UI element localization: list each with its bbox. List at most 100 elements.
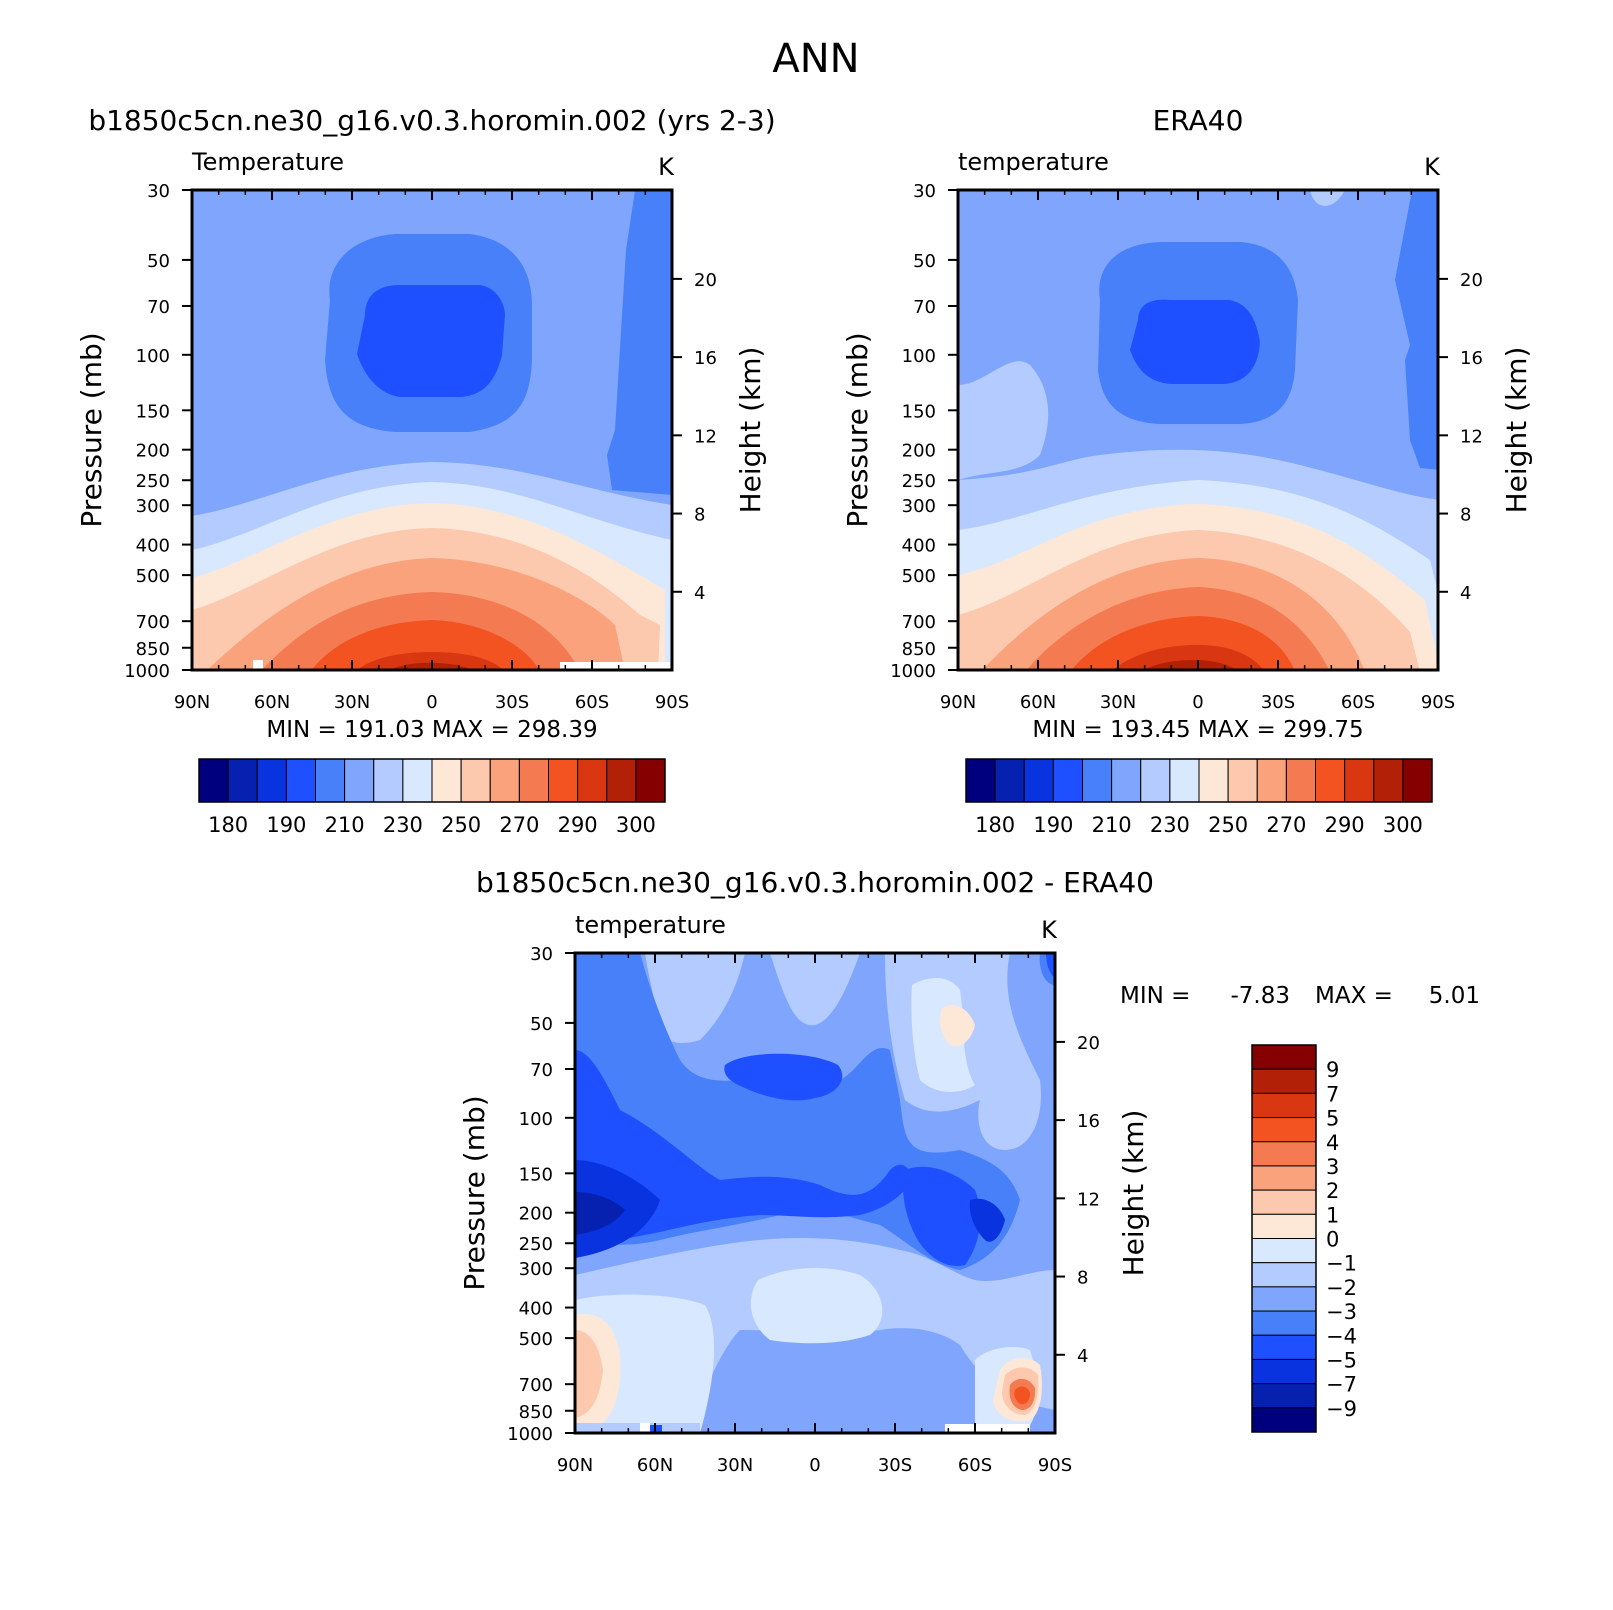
contour-band xyxy=(357,285,505,397)
colorbar-swatch xyxy=(227,758,258,803)
panel-model-subtitle: Temperature xyxy=(191,148,344,176)
contour-band xyxy=(645,953,745,1043)
colorbar-swatch xyxy=(1023,758,1054,803)
y-tick-label: 1000 xyxy=(890,661,936,682)
y-tick-label: 70 xyxy=(913,297,936,318)
colorbar-swatch xyxy=(1169,758,1200,803)
colorbar-label: 4 xyxy=(1326,1131,1339,1155)
colorbar-label: 0 xyxy=(1326,1228,1339,1252)
contour-band xyxy=(1014,1386,1030,1405)
colorbar-label: 290 xyxy=(1325,813,1365,837)
missing-data xyxy=(640,1423,650,1433)
colorbar-label: 210 xyxy=(1092,813,1132,837)
colorbar-swatch xyxy=(431,758,462,803)
colorbar-swatch xyxy=(1344,758,1375,803)
colorbar-swatch xyxy=(1251,1189,1317,1215)
x-tick-label: 30N xyxy=(334,692,370,713)
colorbar-swatch xyxy=(1402,758,1433,803)
contour-band xyxy=(1143,660,1237,670)
colorbar-label: 290 xyxy=(558,813,598,837)
panel-diff-min-value: -7.83 xyxy=(1230,983,1290,1009)
panel-obs: ERA40 temperature K 30507010015020025030… xyxy=(841,104,1533,837)
colorbar-label: 300 xyxy=(616,813,656,837)
y-tick-label: 30 xyxy=(913,181,936,202)
panel-model-units: K xyxy=(658,153,675,181)
colorbar-label: 190 xyxy=(1033,813,1073,837)
x-tick-label: 60S xyxy=(1341,692,1375,713)
colorbar-label: 7 xyxy=(1326,1082,1339,1106)
colorbar-label: 230 xyxy=(1150,813,1190,837)
x-tick-label: 60N xyxy=(637,1455,673,1476)
colorbar-label: 2 xyxy=(1326,1179,1339,1203)
x-tick-label: 90S xyxy=(1421,692,1455,713)
colorbar-frame xyxy=(965,758,1433,803)
colorbar-label: −1 xyxy=(1326,1252,1357,1276)
colorbar-swatch xyxy=(460,758,491,803)
x-tick-label: 60N xyxy=(1020,692,1056,713)
colorbar-label: 270 xyxy=(499,813,539,837)
contour-band xyxy=(1112,645,1264,670)
panel-model-ylabel: Pressure (mb) xyxy=(75,332,108,527)
x-tick-label: 30S xyxy=(1261,692,1295,713)
y2-tick-label: 4 xyxy=(1077,1346,1088,1367)
colorbar-label: −3 xyxy=(1326,1300,1357,1324)
contour-band xyxy=(969,1198,1005,1242)
colorbar-swatch xyxy=(994,758,1025,803)
colorbar-label: 230 xyxy=(383,813,423,837)
colorbar-swatch xyxy=(1140,758,1171,803)
colorbar-swatch xyxy=(1111,758,1142,803)
colorbar-swatch xyxy=(1251,1165,1317,1191)
colorbar-label: 1 xyxy=(1326,1203,1339,1227)
colorbar-label: −7 xyxy=(1326,1373,1357,1397)
y2-tick-label: 16 xyxy=(1460,348,1483,369)
x-tick-label: 0 xyxy=(426,692,437,713)
contour-band xyxy=(607,190,672,495)
y2-tick-label: 8 xyxy=(694,505,705,526)
colorbar-swatch xyxy=(315,758,346,803)
y-tick-label: 250 xyxy=(136,471,170,492)
panel-diff-max-label: MAX = xyxy=(1315,983,1393,1009)
panel-diff-title: b1850c5cn.ne30_g16.v0.3.horomin.002 - ER… xyxy=(476,866,1154,899)
colorbar-label: −2 xyxy=(1326,1276,1357,1300)
colorbar-swatch xyxy=(1251,1141,1317,1167)
colorbar-swatch xyxy=(577,758,608,803)
panel-diff-subtitle: temperature xyxy=(575,911,726,939)
y2-tick-label: 4 xyxy=(1460,583,1471,604)
colorbar-frame xyxy=(198,758,666,803)
y-tick-label: 150 xyxy=(902,401,936,422)
x-tick-label: 90N xyxy=(557,1455,593,1476)
panel-diff-ylabel: Pressure (mb) xyxy=(458,1095,491,1290)
panel-model: b1850c5cn.ne30_g16.v0.3.horomin.002 (yrs… xyxy=(75,104,776,837)
y2-tick-label: 16 xyxy=(1077,1111,1100,1132)
y2-tick-label: 16 xyxy=(694,348,717,369)
y-tick-label: 850 xyxy=(519,1402,553,1423)
colorbar-swatch xyxy=(489,758,520,803)
colorbar-label: −5 xyxy=(1326,1348,1357,1372)
colorbar-swatch xyxy=(1251,1092,1317,1119)
panel-obs-title: ERA40 xyxy=(1153,104,1244,137)
y-tick-label: 300 xyxy=(519,1259,553,1280)
y-tick-label: 250 xyxy=(519,1234,553,1255)
y-tick-label: 1000 xyxy=(124,661,170,682)
panel-model-colorbar: 180 190 210 230 250 270 290 300 xyxy=(198,758,666,837)
colorbar-label: 9 xyxy=(1326,1058,1339,1082)
colorbar-swatch xyxy=(256,758,287,803)
panel-obs-colorbar: 180 190 210 230 250 270 290 300 xyxy=(965,758,1433,837)
y2-tick-label: 8 xyxy=(1077,1268,1088,1289)
y2-tick-label: 20 xyxy=(694,270,717,291)
figure-title: ANN xyxy=(772,36,859,82)
contour-band xyxy=(1046,953,1055,978)
contour-band xyxy=(389,662,473,670)
colorbar-swatch xyxy=(1251,1310,1317,1336)
y-tick-label: 700 xyxy=(136,612,170,633)
panel-obs-contours xyxy=(958,190,1438,670)
colorbar-label: 210 xyxy=(325,813,365,837)
panel-model-axes: 305070100150200250300400500700850100090N… xyxy=(124,181,717,713)
colorbar-swatch xyxy=(606,758,637,803)
panel-model-y2label: Height (km) xyxy=(734,347,767,514)
colorbar-swatch xyxy=(1285,758,1316,803)
colorbar-swatch xyxy=(1373,758,1404,803)
x-tick-label: 0 xyxy=(809,1455,820,1476)
